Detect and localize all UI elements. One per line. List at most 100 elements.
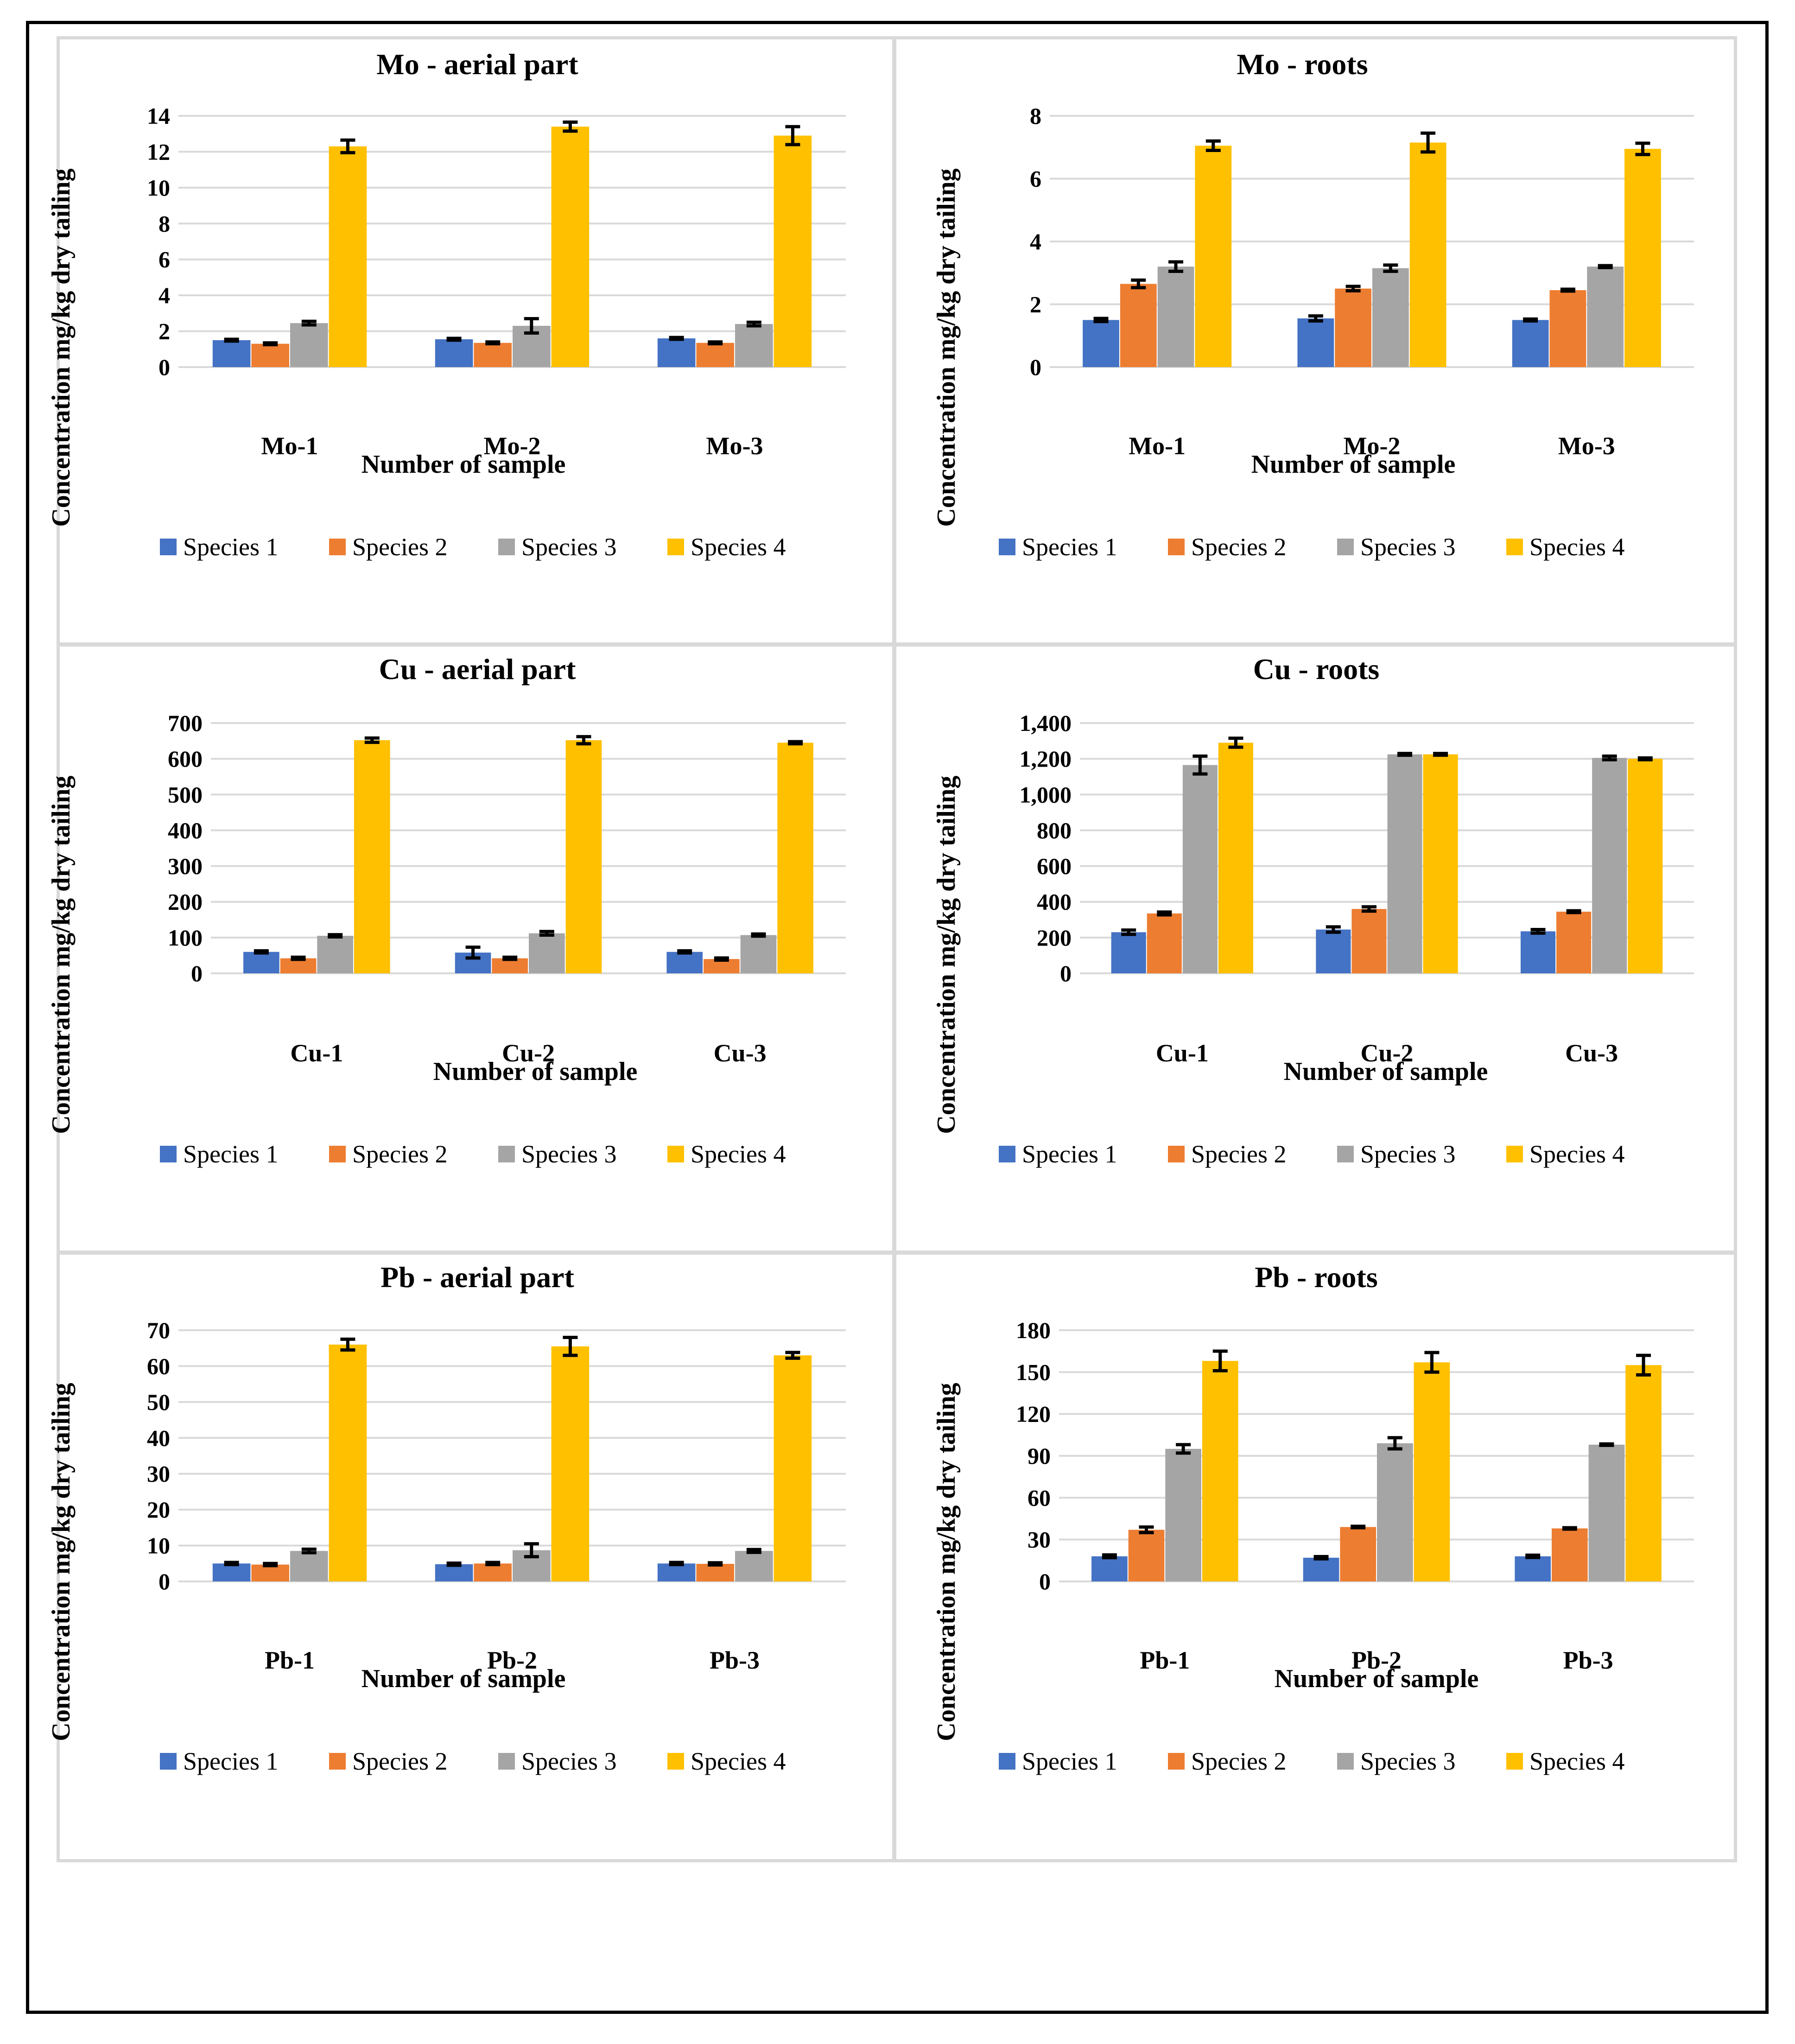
bar bbox=[1182, 765, 1218, 973]
x-tick-label: Pb-3 bbox=[710, 1646, 760, 1674]
bar bbox=[696, 1564, 734, 1581]
bar bbox=[212, 340, 251, 367]
error-bar bbox=[328, 933, 343, 939]
x-tick-label: Pb-1 bbox=[265, 1646, 315, 1674]
bar bbox=[777, 743, 813, 973]
x-tick-label: Cu-2 bbox=[1360, 1039, 1413, 1067]
y-tick-label: 50 bbox=[147, 1389, 170, 1415]
y-tick-label: 10 bbox=[147, 1533, 170, 1559]
bar bbox=[1083, 320, 1119, 367]
bar bbox=[1628, 759, 1663, 973]
error-bar bbox=[751, 932, 766, 938]
error-bar bbox=[1635, 141, 1650, 156]
error-bar bbox=[746, 1548, 761, 1554]
legend-swatch bbox=[667, 1753, 684, 1770]
error-bar bbox=[563, 121, 578, 133]
legend-label: Species 4 bbox=[1529, 1747, 1624, 1775]
legend-swatch bbox=[498, 539, 515, 555]
bar bbox=[1157, 267, 1194, 367]
y-tick-label: 70 bbox=[147, 1317, 170, 1343]
error-bar bbox=[1602, 754, 1617, 762]
bar bbox=[290, 323, 328, 367]
x-axis-label: Number of sample bbox=[1275, 1664, 1479, 1693]
bar bbox=[1414, 1362, 1450, 1581]
legend-label: Species 2 bbox=[352, 1140, 447, 1168]
legend-swatch bbox=[667, 539, 684, 555]
y-tick-label: 600 bbox=[168, 746, 203, 772]
bar bbox=[735, 324, 773, 367]
legend-swatch bbox=[1506, 539, 1523, 555]
bar bbox=[657, 338, 696, 367]
x-axis-label: Number of sample bbox=[1251, 450, 1456, 479]
legend-label: Species 1 bbox=[1022, 533, 1117, 561]
error-bar bbox=[1424, 1351, 1440, 1374]
y-tick-label: 10 bbox=[147, 175, 170, 201]
y-tick-label: 30 bbox=[1028, 1527, 1051, 1553]
x-tick-label: Pb-3 bbox=[1563, 1646, 1613, 1674]
legend-swatch bbox=[160, 1753, 177, 1770]
y-tick-label: 1,000 bbox=[1020, 781, 1072, 807]
error-bar bbox=[1192, 754, 1208, 776]
bar bbox=[1512, 320, 1549, 367]
legend-label: Species 1 bbox=[183, 1140, 278, 1168]
x-axis-label: Number of sample bbox=[362, 450, 566, 479]
figure-frame bbox=[26, 21, 1769, 2014]
bar bbox=[1549, 290, 1586, 367]
legend-label: Species 3 bbox=[521, 1140, 616, 1168]
bar bbox=[1552, 1528, 1588, 1581]
bar bbox=[1377, 1443, 1413, 1581]
x-tick-label: Cu-1 bbox=[1156, 1039, 1209, 1067]
legend-label: Species 2 bbox=[1191, 533, 1286, 561]
bar bbox=[1128, 1530, 1165, 1581]
error-bar bbox=[502, 955, 518, 961]
legend-swatch bbox=[1337, 1753, 1354, 1770]
bar bbox=[1340, 1527, 1376, 1581]
legend-label: Species 1 bbox=[183, 533, 278, 561]
bar bbox=[1316, 929, 1351, 973]
bar bbox=[354, 740, 390, 973]
error-bar bbox=[446, 336, 462, 342]
error-bar bbox=[1383, 263, 1398, 273]
bar bbox=[251, 1564, 289, 1581]
chart-title: Mo - roots bbox=[1237, 48, 1368, 81]
legend-swatch bbox=[329, 1753, 346, 1770]
legend-swatch bbox=[1168, 539, 1185, 555]
legend-swatch bbox=[1168, 1753, 1185, 1770]
error-bar bbox=[254, 949, 269, 955]
y-tick-label: 40 bbox=[147, 1425, 170, 1451]
bar bbox=[1218, 743, 1253, 973]
error-bar bbox=[524, 1542, 539, 1559]
bar bbox=[565, 740, 602, 973]
bar bbox=[657, 1563, 696, 1581]
error-bar bbox=[785, 125, 800, 146]
y-tick-label: 500 bbox=[168, 781, 203, 807]
bar bbox=[740, 935, 777, 973]
bar bbox=[774, 135, 812, 367]
bar bbox=[1111, 932, 1146, 973]
panel-divider-horizontal-2 bbox=[57, 1251, 1737, 1255]
legend-swatch bbox=[1337, 1146, 1354, 1162]
y-tick-label: 20 bbox=[147, 1497, 170, 1523]
error-bar bbox=[524, 317, 539, 335]
error-bar bbox=[563, 1335, 578, 1357]
x-tick-label: Mo-3 bbox=[1558, 432, 1615, 460]
y-tick-label: 30 bbox=[147, 1461, 170, 1487]
error-bar bbox=[485, 340, 501, 346]
error-bar bbox=[1228, 736, 1243, 749]
legend-swatch bbox=[999, 1146, 1015, 1162]
y-axis-label: Concentration mg/kg dry tailing bbox=[932, 168, 961, 527]
error-bar bbox=[746, 320, 761, 328]
bar bbox=[1195, 146, 1232, 367]
bar bbox=[1521, 931, 1556, 973]
legend-swatch bbox=[999, 539, 1015, 555]
error-bar bbox=[1139, 1525, 1154, 1535]
y-tick-label: 100 bbox=[168, 925, 203, 951]
error-bar bbox=[1361, 905, 1376, 913]
error-bar bbox=[465, 946, 481, 960]
error-bar bbox=[708, 1561, 723, 1567]
y-tick-label: 90 bbox=[1028, 1443, 1051, 1469]
x-axis-label: Number of sample bbox=[433, 1057, 638, 1086]
x-tick-label: Mo-1 bbox=[1129, 432, 1186, 460]
error-bar bbox=[446, 1562, 462, 1567]
y-tick-label: 120 bbox=[1016, 1401, 1051, 1427]
